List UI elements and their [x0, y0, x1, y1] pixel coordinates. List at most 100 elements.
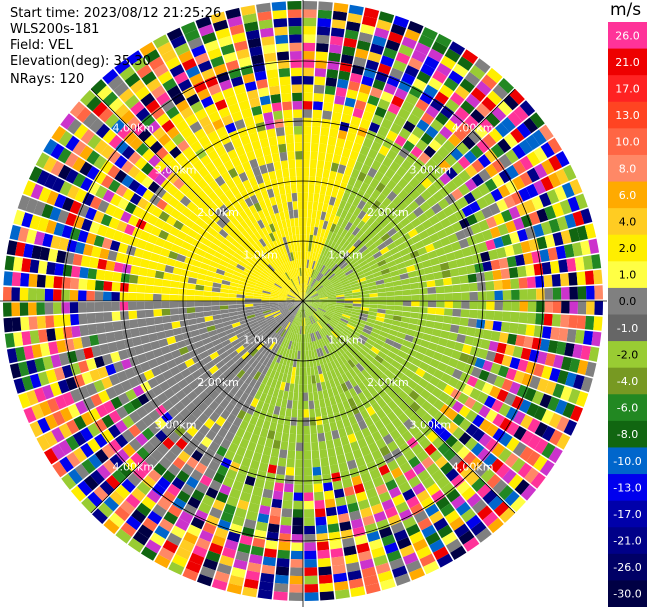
radar-gate [269, 320, 278, 328]
radar-gate [198, 115, 212, 128]
radar-gate [317, 274, 324, 282]
radar-gate [180, 325, 191, 334]
radar-gate [191, 195, 203, 207]
radar-gate [292, 316, 298, 325]
radar-gate [351, 422, 361, 433]
radar-gate [198, 135, 211, 148]
radar-gate [144, 49, 161, 64]
radar-gate [253, 350, 262, 360]
radar-gate [396, 262, 406, 270]
radar-gate [182, 331, 193, 340]
radar-gate [239, 491, 252, 503]
radar-gate [347, 245, 356, 254]
radar-gate [519, 446, 534, 462]
radar-gate [109, 240, 121, 252]
radar-gate [391, 417, 403, 429]
radar-gate [352, 342, 362, 351]
radar-gate [294, 298, 303, 301]
radar-gate [492, 321, 502, 332]
radar-gate [463, 255, 474, 266]
radar-gate [461, 344, 473, 355]
radar-gate [219, 297, 229, 301]
radar-gate [349, 377, 358, 388]
radar-gate [220, 284, 230, 290]
radar-gate [169, 226, 180, 237]
radar-gate [478, 168, 492, 183]
radar-gate [554, 185, 567, 202]
radar-gate [57, 147, 72, 164]
radar-gate [297, 400, 303, 410]
radar-gate [316, 330, 322, 339]
radar-gate [319, 295, 328, 299]
radar-gate [499, 432, 513, 447]
radar-gate [321, 465, 331, 475]
radar-gate [37, 417, 51, 434]
radar-gate [188, 244, 199, 254]
radar-gate [304, 492, 314, 501]
radar-gate [236, 223, 245, 233]
radar-gate [240, 372, 250, 382]
radar-gate [436, 475, 450, 490]
radar-gate [486, 301, 495, 311]
radar-gate [322, 280, 330, 287]
radar-gate [213, 197, 224, 209]
radar-gate [293, 209, 299, 219]
radar-gate [325, 152, 334, 163]
radar-gate [464, 437, 478, 451]
radar-gate [476, 391, 489, 405]
radar-gate [426, 314, 436, 322]
radar-gate [304, 309, 307, 318]
radar-gate [255, 174, 264, 185]
radar-gate [359, 359, 368, 369]
radar-gate [124, 223, 136, 236]
radar-gate [316, 210, 322, 220]
radar-gate [247, 280, 257, 286]
radar-gate [309, 260, 314, 269]
radar-gate [229, 488, 242, 500]
radar-gate [163, 511, 178, 525]
radar-gate [317, 549, 330, 559]
radar-gate [234, 203, 244, 214]
radar-gate [317, 307, 326, 313]
radar-gate [162, 470, 176, 484]
radar-gate [390, 23, 407, 36]
radar-gate [261, 301, 270, 304]
radar-gate [374, 419, 385, 431]
colorbar-swatch [608, 553, 647, 581]
radar-gate [291, 288, 298, 295]
radar-gate [526, 276, 536, 289]
radar-gate [275, 336, 283, 345]
radar-gate [195, 311, 205, 318]
radar-gate [168, 431, 181, 444]
radar-gate [356, 542, 370, 554]
radar-gate [319, 303, 328, 307]
radar-gate [294, 475, 303, 485]
radar-gate [276, 315, 284, 322]
radar-gate [296, 276, 300, 285]
radar-gate [509, 88, 525, 105]
radar-gate [496, 389, 509, 403]
radar-gate [311, 332, 316, 342]
radar-gate [394, 305, 403, 311]
radar-gate [367, 94, 380, 107]
radar-gate [298, 301, 303, 309]
radar-gate [298, 259, 302, 268]
radar-gate [316, 26, 331, 36]
radar-gate [389, 67, 404, 80]
radar-gate [171, 321, 181, 329]
radar-gate [175, 546, 192, 560]
radar-gate [318, 306, 327, 310]
radar-gate [168, 250, 179, 260]
radar-gate [398, 44, 414, 57]
radar-gate [394, 135, 407, 147]
radar-gate [434, 314, 444, 323]
radar-gate [234, 164, 245, 175]
radar-gate [286, 262, 291, 271]
radar-gate [393, 237, 404, 247]
radar-gate [401, 72, 416, 86]
radar-gate [377, 308, 386, 314]
radar-gate [291, 192, 298, 202]
radar-gate [163, 139, 177, 153]
radar-gate [392, 406, 404, 418]
radar-gate [287, 1, 302, 10]
